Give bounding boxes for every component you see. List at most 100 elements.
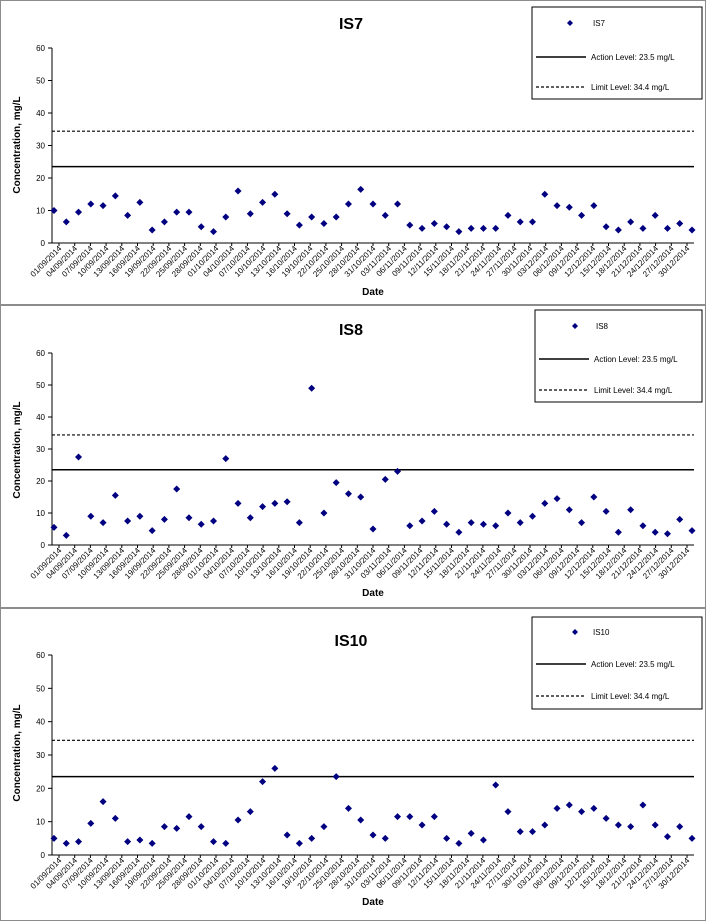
- data-point: [75, 838, 83, 846]
- data-point: [62, 218, 70, 226]
- data-point: [663, 530, 671, 538]
- y-tick-label: 30: [36, 142, 45, 151]
- data-point: [516, 519, 524, 527]
- data-point: [332, 479, 340, 487]
- x-axis-label: Date: [362, 287, 384, 298]
- data-point: [283, 831, 291, 839]
- data-point: [185, 514, 193, 522]
- legend-box: [531, 6, 703, 100]
- y-tick-label: 50: [36, 77, 45, 86]
- data-point: [688, 834, 696, 842]
- data-point: [75, 208, 83, 216]
- legend-limit-label: Limit Level: 34.4 mg/L: [591, 692, 670, 701]
- legend-action-label: Action Level: 23.5 mg/L: [594, 355, 678, 364]
- data-point: [529, 828, 536, 836]
- y-tick-label: 30: [36, 445, 45, 454]
- data-point: [676, 515, 684, 523]
- data-point: [111, 814, 119, 822]
- chart-panel-is10: IS10 Concentration, mg/L Date IS10 Actio…: [0, 608, 706, 921]
- chart-is8: IS8 Concentration, mg/L Date IS8 Action …: [12, 309, 703, 599]
- data-point: [639, 522, 647, 530]
- plot-area: 010203040506001/09/201404/09/201407/09/2…: [29, 349, 696, 581]
- data-point: [430, 813, 438, 821]
- data-point: [344, 490, 352, 498]
- data-point: [197, 223, 205, 231]
- data-point: [492, 522, 500, 530]
- y-tick-label: 50: [36, 381, 45, 390]
- data-point: [676, 823, 684, 831]
- data-point: [320, 220, 328, 227]
- data-point: [627, 823, 635, 831]
- data-point: [565, 203, 573, 211]
- data-point: [663, 224, 671, 232]
- data-point: [578, 808, 586, 816]
- data-point: [271, 499, 279, 507]
- data-point: [50, 834, 58, 842]
- chart-title: IS10: [335, 633, 368, 650]
- data-point: [467, 519, 475, 527]
- data-point: [283, 498, 291, 506]
- chart-panel-is7: IS7 Concentration, mg/L Date IS7 Action …: [0, 0, 706, 305]
- legend-marker: [572, 323, 578, 329]
- legend-series-label: IS7: [593, 19, 606, 28]
- data-point: [381, 834, 389, 842]
- data-point: [246, 808, 254, 816]
- data-point: [492, 224, 500, 232]
- y-tick-label: 40: [36, 718, 45, 727]
- data-point: [332, 773, 340, 781]
- data-point: [197, 823, 205, 831]
- data-point: [602, 814, 610, 822]
- data-point: [87, 512, 95, 520]
- data-point: [62, 531, 70, 539]
- data-point: [479, 836, 487, 844]
- data-point: [210, 838, 217, 846]
- data-point: [234, 816, 242, 824]
- data-point: [406, 221, 414, 229]
- y-axis-label: Concentration, mg/L: [12, 401, 23, 498]
- data-point: [124, 517, 132, 525]
- data-point: [516, 828, 524, 836]
- legend-limit-label: Limit Level: 34.4 mg/L: [594, 386, 673, 395]
- data-point: [87, 819, 95, 827]
- y-tick-label: 0: [41, 239, 46, 248]
- data-point: [136, 512, 144, 520]
- data-point: [148, 527, 156, 535]
- data-point: [381, 475, 389, 483]
- data-point: [87, 200, 95, 208]
- data-point: [602, 507, 610, 515]
- y-tick-label: 10: [36, 818, 45, 827]
- y-tick-label: 40: [36, 109, 45, 118]
- data-point: [663, 833, 671, 841]
- data-point: [308, 213, 316, 221]
- data-point: [565, 801, 573, 809]
- data-point: [136, 836, 144, 844]
- data-point: [418, 224, 426, 232]
- data-point: [173, 208, 181, 216]
- legend: IS10 Action Level: 23.5 mg/L Limit Level…: [531, 616, 703, 710]
- y-tick-label: 10: [36, 509, 45, 518]
- data-point: [504, 211, 512, 219]
- y-tick-label: 20: [36, 174, 45, 183]
- y-tick-label: 10: [36, 207, 45, 216]
- data-point: [541, 821, 549, 829]
- data-point: [234, 187, 242, 195]
- data-point: [308, 384, 316, 392]
- y-tick-label: 30: [36, 751, 45, 760]
- data-point: [443, 223, 451, 231]
- data-point: [295, 839, 303, 847]
- data-point: [590, 493, 598, 501]
- data-point: [148, 226, 156, 234]
- data-point: [369, 200, 377, 208]
- data-point: [627, 506, 635, 514]
- y-tick-label: 40: [36, 413, 45, 422]
- chart-is10: IS10 Concentration, mg/L Date IS10 Actio…: [12, 616, 703, 908]
- data-point: [406, 522, 414, 530]
- y-tick-label: 0: [41, 541, 46, 550]
- data-point: [222, 839, 230, 847]
- data-point: [541, 499, 549, 507]
- data-point: [185, 208, 193, 216]
- data-point: [455, 228, 463, 236]
- data-point: [418, 517, 426, 525]
- data-point: [455, 528, 463, 536]
- data-point: [430, 220, 438, 227]
